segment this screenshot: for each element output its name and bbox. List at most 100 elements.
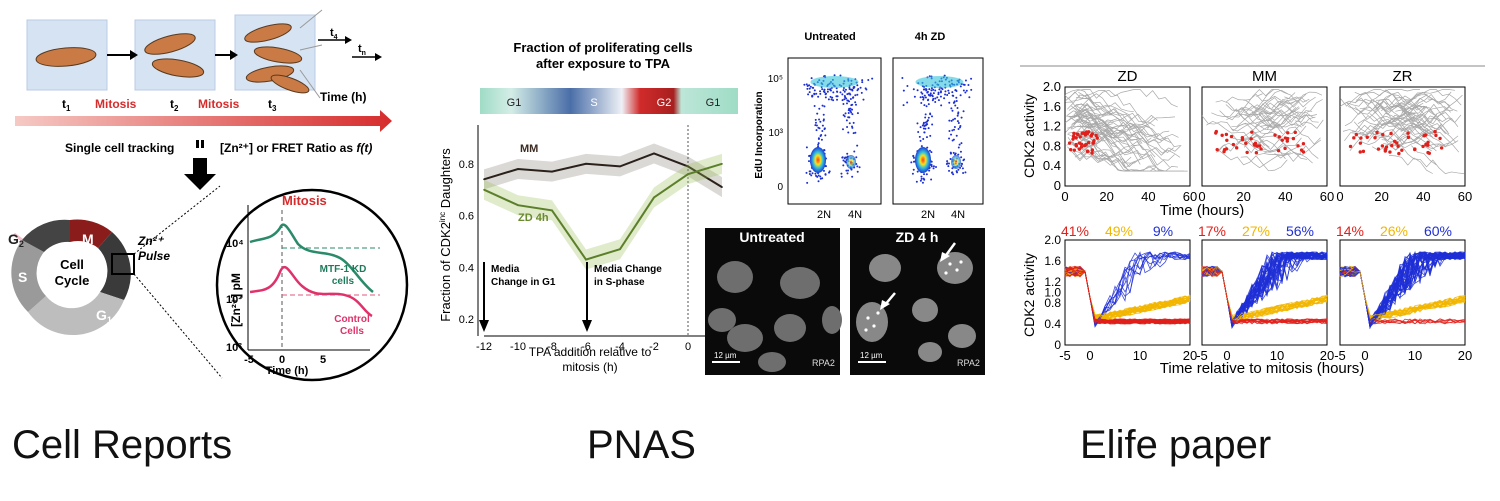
elife-bottom-frame-0 (1064, 239, 1191, 346)
down-arrow-icon (184, 158, 216, 190)
trace-line (1067, 125, 1130, 147)
nuclei-untreated (708, 261, 842, 372)
trace-line (1075, 97, 1120, 116)
trace-line (1069, 112, 1158, 128)
facs-point (843, 90, 846, 93)
facs-point (926, 119, 929, 122)
facs-point (813, 105, 816, 108)
facs-point (852, 87, 855, 90)
facs-point (959, 166, 962, 169)
facs-point (952, 118, 955, 121)
facs-point (823, 127, 826, 130)
facs-point (925, 88, 928, 91)
percent-label: 14% (1336, 223, 1364, 239)
trace-line (1284, 113, 1292, 119)
facs-point (843, 157, 846, 160)
mitosis-point (1390, 143, 1394, 148)
facs-point (848, 116, 851, 119)
trace-line (1074, 128, 1182, 156)
facs-point (967, 84, 970, 87)
elife-bottom-xtick: 10 (1270, 348, 1284, 363)
elife-top-ytick: 2.0 (1043, 79, 1061, 94)
mitosis-point (1225, 138, 1229, 143)
mitosis-point (1071, 137, 1075, 141)
facs-point (816, 112, 819, 115)
facs-point (960, 164, 963, 167)
facs-point (944, 93, 947, 96)
zoom-box (111, 253, 135, 275)
mitosis-point (1373, 136, 1377, 140)
facs-xtick: 2N (817, 209, 831, 221)
elife-top-xtick: 0 (1198, 189, 1205, 204)
pnas-xtick: -8 (547, 341, 557, 353)
facs-point (970, 77, 973, 80)
trace-line (1295, 122, 1302, 128)
pnas-axis-ticks: 0.2 0.4 0.6 0.8 -12 -10 -8 -6 -4 -2 0 (459, 159, 691, 353)
percent-label: 27% (1242, 223, 1270, 239)
cell-tracking-frames (26, 9, 382, 99)
trace-line (1073, 108, 1093, 115)
phase-g1-label: G1 (96, 307, 112, 325)
series-control (249, 265, 373, 318)
trace-line (1367, 129, 1437, 152)
facs-point (840, 172, 843, 175)
facs-point (924, 96, 927, 99)
data-point (483, 178, 485, 181)
facs-point (813, 93, 816, 96)
facs-point (953, 101, 956, 104)
mitosis-point (1072, 131, 1076, 136)
pnas-xtick: -10 (510, 341, 526, 353)
facs-point (842, 89, 845, 92)
series-label-mm: MM (520, 143, 538, 155)
pnas-ytick: 0.8 (459, 159, 474, 171)
facs-point (919, 139, 922, 142)
phase-g2 (22, 219, 70, 252)
mitosis-point (1081, 131, 1086, 135)
mitosis-point (1296, 144, 1300, 148)
data-point (721, 186, 723, 188)
elife-top-xtick: 20 (1099, 189, 1113, 204)
trace-line (1339, 270, 1466, 319)
facs-point (923, 104, 926, 107)
facs-point (806, 87, 809, 90)
facs-point (813, 89, 816, 92)
facs-point (806, 181, 809, 184)
mitosis-point (1285, 136, 1290, 141)
facs-point (917, 131, 920, 134)
mitosis-point (1438, 136, 1442, 141)
facs-point (924, 113, 927, 116)
cell-icon (270, 74, 310, 94)
mitosis-point (1074, 142, 1078, 147)
density-hotspot (915, 76, 964, 88)
facs-point (929, 92, 932, 95)
mitosis-point (1220, 133, 1224, 137)
facs-point (944, 90, 947, 93)
trace-line (1237, 114, 1319, 129)
facs-point (959, 125, 962, 128)
mitosis-point (1348, 144, 1353, 149)
facs-point (955, 134, 958, 137)
trace-line (1066, 114, 1154, 129)
pulse-label-2: Pulse (138, 249, 170, 263)
facs-point (815, 124, 818, 127)
facs-point (964, 79, 967, 82)
facs-point (955, 90, 958, 93)
facs-point (902, 104, 905, 107)
facs-point (956, 171, 959, 174)
phase-bar (480, 88, 738, 114)
facs-point (842, 159, 845, 162)
trace-line (1077, 137, 1103, 145)
elife-top-ytick: 0 (1054, 178, 1061, 193)
mitosis-point (1299, 148, 1304, 152)
trace-line (1284, 96, 1310, 103)
density-hotspot (951, 155, 961, 169)
phase-label: G1 (706, 97, 721, 109)
facs-point (930, 165, 933, 168)
facs-point (912, 155, 915, 158)
trace-line (1414, 130, 1434, 142)
cycle-label-1: Cell (60, 257, 84, 272)
facs-point (830, 98, 833, 101)
trace-line (1340, 91, 1416, 115)
annotation-s-2: in S-phase (594, 277, 645, 288)
facs-point (826, 90, 829, 93)
